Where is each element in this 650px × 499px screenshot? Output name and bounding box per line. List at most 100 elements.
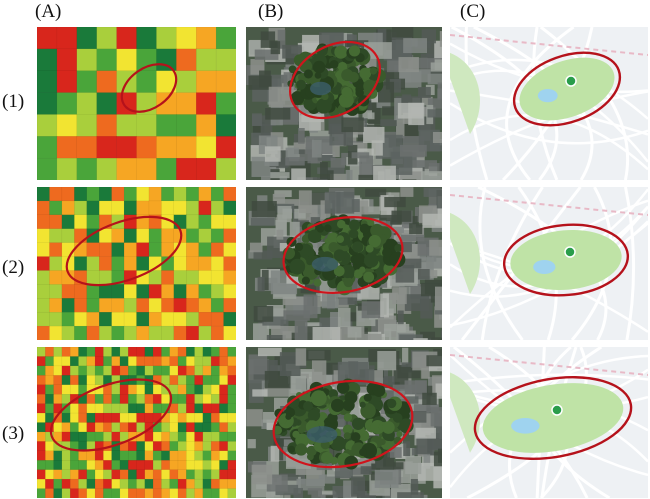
heatmap-cell: [156, 92, 177, 115]
heatmap-cell: [177, 488, 187, 498]
heatmap-cell: [176, 70, 197, 94]
heatmap-cell: [186, 356, 196, 367]
heatmap-cell: [86, 478, 96, 490]
heatmap-cell: [111, 256, 125, 271]
heatmap-cell: [98, 200, 113, 216]
highlight-ellipse: [49, 378, 173, 452]
heatmap-cell: [111, 284, 125, 299]
heatmap-cell: [69, 384, 79, 395]
heatmap-cell: [210, 228, 225, 244]
heatmap-cell: [69, 450, 79, 461]
heatmap-cell: [227, 441, 236, 452]
heatmap-cell: [186, 403, 196, 414]
heatmap-cell: [195, 92, 217, 115]
heatmap-cell: [186, 422, 196, 433]
heatmap-cell: [94, 431, 104, 442]
heatmap-cell: [202, 422, 212, 433]
heatmap-cell: [227, 431, 236, 442]
heatmap-cell: [49, 242, 63, 258]
heatmap-cell: [136, 384, 146, 395]
heatmap-cell: [169, 347, 179, 357]
heatmap-cell: [37, 488, 46, 498]
heatmap-cell: [116, 136, 137, 159]
heatmap-cell: [173, 256, 187, 271]
heatmap-cell: [136, 242, 150, 258]
heatmap-cell: [136, 114, 157, 137]
heatmap-cell: [98, 242, 113, 258]
heatmap-cell: [37, 136, 58, 159]
heatmap-cell: [56, 70, 78, 94]
heatmap-cell: [136, 412, 146, 424]
heatmap-cell: [61, 325, 75, 340]
row-label-2: (2): [2, 257, 25, 278]
heatmap-cell: [215, 136, 236, 159]
heatmap-cell: [116, 27, 137, 50]
heatmap-cell: [111, 311, 125, 327]
heatmap-cell: [161, 478, 171, 490]
heatmap-cell: [195, 48, 217, 72]
heatmap-cell: [37, 114, 58, 137]
heatmap-cell: [119, 393, 129, 405]
highlight-ellipse: [288, 40, 382, 120]
heatmap-cell: [210, 311, 225, 327]
heatmap-cell: [202, 393, 212, 405]
heatmap-cell: [98, 311, 113, 327]
heatmap-cell: [61, 460, 71, 471]
heatmap-cell: [210, 393, 220, 405]
heatmap-cell: [227, 384, 236, 395]
heatmap-cell: [74, 325, 88, 340]
heatmap-cell: [194, 450, 204, 461]
heatmap-cell: [74, 228, 88, 244]
heatmap-cell: [223, 311, 236, 327]
heatmap-cell: [210, 214, 225, 230]
heatmap-cell: [78, 469, 88, 480]
heatmap-cell: [161, 270, 175, 285]
heatmap-cell: [219, 356, 229, 367]
heatmap-cell: [177, 441, 187, 452]
heatmap-cell: [61, 431, 71, 442]
heatmap-cell: [69, 469, 79, 480]
heatmap-cell: [45, 403, 55, 414]
heatmap-cell: [86, 242, 100, 258]
heatmap-cell: [215, 70, 236, 94]
heatmap-cell: [161, 469, 171, 480]
heatmap-cell: [37, 365, 46, 376]
heatmap-cell: [76, 114, 98, 137]
heatmap-cell: [176, 136, 197, 159]
heatmap-cell: [194, 356, 204, 367]
heatmap-cell: [49, 228, 63, 244]
heatmap-cell: [37, 157, 58, 180]
heatmap-cell: [136, 157, 157, 180]
heatmap-cell: [152, 469, 162, 480]
heatmap-cell: [148, 325, 162, 340]
heatmap-cell: [119, 422, 129, 433]
heatmap-cell: [49, 298, 63, 313]
heatmap-cell: [49, 325, 63, 340]
heatmap-cell: [227, 375, 236, 386]
heatmap-cell: [176, 92, 197, 115]
heatmap-cell: [161, 325, 175, 340]
heatmap-cell: [37, 375, 46, 386]
heatmap-cell: [111, 187, 125, 202]
heatmap-cell: [37, 200, 50, 216]
heatmap-cell: [119, 403, 129, 414]
heatmap-cell: [186, 488, 196, 498]
heatmap-cell: [61, 356, 71, 367]
heatmap-cell: [37, 412, 46, 424]
row-label-3: (3): [2, 423, 25, 444]
heatmap-cell: [86, 431, 96, 442]
heatmap-cell: [37, 356, 46, 367]
heatmap-cell: [194, 403, 204, 414]
heatmap-cell: [177, 393, 187, 405]
heatmap-cell: [111, 450, 121, 461]
heatmap-cell: [37, 70, 58, 94]
heatmap-cell: [195, 70, 217, 94]
heatmap-cell: [69, 365, 79, 376]
heatmap-cell: [69, 460, 79, 471]
heatmap-cell: [177, 356, 187, 367]
heatmap-cell: [45, 469, 55, 480]
heatmap-cell: [152, 488, 162, 498]
heatmap-cell: [53, 356, 63, 367]
heatmap-cell: [219, 403, 229, 414]
heatmap-cell: [161, 200, 175, 216]
